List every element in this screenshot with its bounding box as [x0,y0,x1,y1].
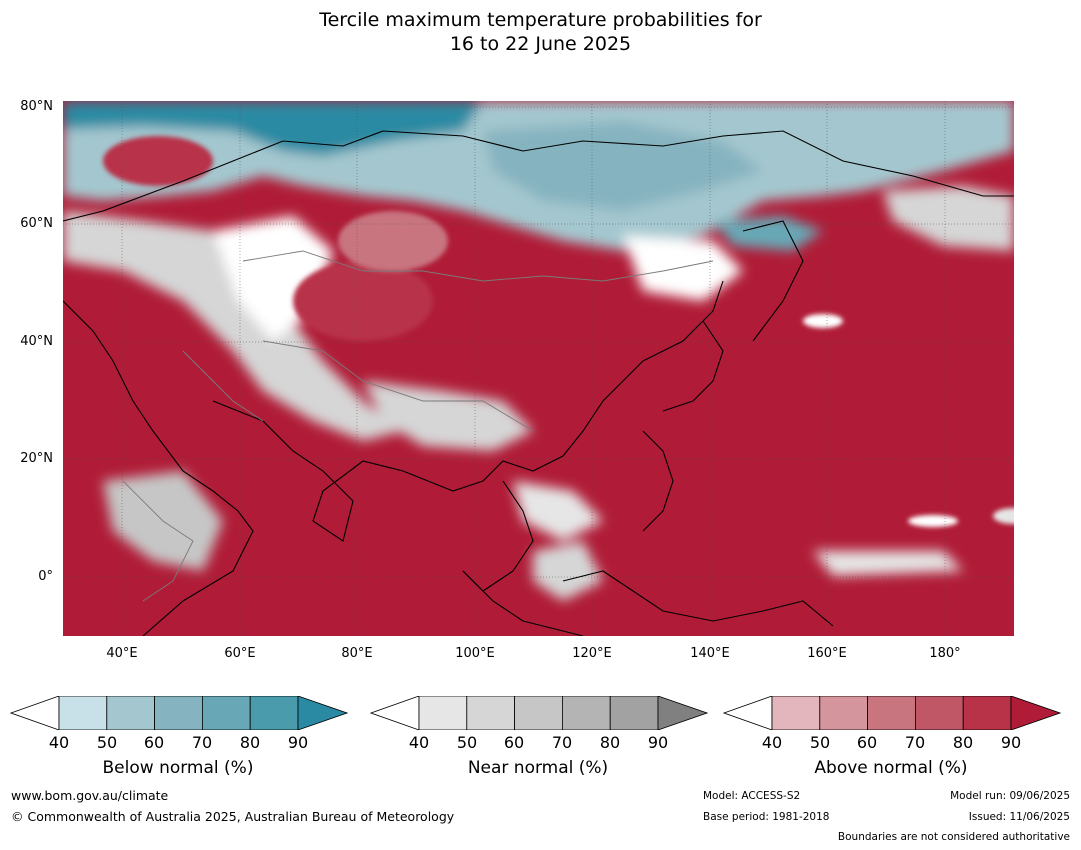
colorbar-segment [609,696,659,730]
central-russia-above-normal [338,211,448,271]
below-tick-80: 80 [239,733,261,752]
scandinavia-above-normal [103,136,213,186]
colorbar-segment [819,696,869,730]
near-tick-90: 90 [647,733,669,752]
near-tick-70: 70 [551,733,573,752]
mongolia-above-normal [293,261,433,341]
above-tick-90: 90 [1000,733,1022,752]
colorbar-under-triangle [723,696,773,730]
model-text: Model: ACCESS-S2 [703,790,801,802]
above-tick-70: 70 [904,733,926,752]
colorbar-segment [914,696,964,730]
colorbar-segment [962,696,1012,730]
below-tick-40: 40 [48,733,70,752]
lon-label-160e: 160°E [807,646,847,661]
colorbar-segment [771,696,821,730]
lat-label-60n: 60°N [20,216,53,231]
colorbar-over-triangle [657,696,708,730]
near-tick-80: 80 [599,733,621,752]
far-east-teal [713,216,823,251]
chart-title-line-2: 16 to 22 June 2025 [449,33,632,55]
lat-label-0: 0° [38,569,53,584]
colorbar-under-triangle [10,696,60,730]
colorbar-segment [58,696,108,730]
colorbar-segment [867,696,916,730]
above-normal-label: Above normal (%) [814,758,968,778]
colorbar-segment [106,696,156,730]
graticule [63,101,1014,636]
arctic-dark-teal [63,101,483,156]
lon-label-60e: 60°E [224,646,256,661]
below-tick-60: 60 [143,733,165,752]
near-normal-label: Near normal (%) [467,758,609,778]
copyright-text: © Commonwealth of Australia 2025, Austra… [11,809,455,824]
colorbar-segment [561,696,611,730]
above-tick-50: 50 [809,733,831,752]
below-tick-90: 90 [287,733,309,752]
mongolia-white [623,236,743,301]
colorbar-segment [466,696,516,730]
lon-label-140e: 140°E [690,646,730,661]
probability-map [63,101,1014,636]
below-tick-50: 50 [96,733,118,752]
colorbar-under-triangle [370,696,420,730]
borneo-near-normal [533,541,603,601]
lon-label-80e: 80°E [341,646,373,661]
coastlines [63,130,1014,636]
near-tick-50: 50 [456,733,478,752]
issued-text: Issued: 11/06/2025 [968,811,1070,823]
colorbar-segment [514,696,563,730]
above-tick-60: 60 [856,733,878,752]
chart-title-line-1: Tercile maximum temperature probabilitie… [319,9,762,31]
pacific-white-patch-2 [993,508,1014,524]
disclaimer-text: Boundaries are not considered authoritat… [837,831,1070,843]
above-tick-40: 40 [761,733,783,752]
tibet-near-normal [363,381,533,451]
below-tick-70: 70 [191,733,213,752]
central-asia-near-normal [63,211,403,441]
near-normal-colorbar [370,696,708,730]
lon-label-120e: 120°E [572,646,612,661]
kamchatka-near-normal [883,186,1014,251]
lon-label-180: 180° [929,646,961,661]
model-run-text: Model run: 09/06/2025 [950,790,1070,802]
colorbar-over-triangle [297,696,348,730]
siberia-teal [483,121,763,211]
okhotsk-white-patch [803,314,843,328]
pacific-white-patch [908,515,958,527]
base-period-text: Base period: 1981-2018 [703,811,830,823]
above-normal-colorbar [723,696,1061,730]
above-tick-80: 80 [952,733,974,752]
lat-label-80n: 80°N [20,99,53,114]
colorbar-segment [249,696,299,730]
near-tick-40: 40 [408,733,430,752]
pacific-near-normal-1 [813,551,963,576]
near-tick-60: 60 [503,733,525,752]
below-normal-colorbar [10,696,348,730]
indochina-near-normal [513,481,603,541]
lat-label-40n: 40°N [20,334,53,349]
lon-label-100e: 100°E [455,646,495,661]
lat-label-20n: 20°N [20,451,53,466]
colorbar-segment [418,696,468,730]
colorbar-segment [154,696,203,730]
colorbar-over-triangle [1010,696,1061,730]
bom-url-link[interactable]: www.bom.gov.au/climate [11,788,169,803]
lon-label-40e: 40°E [106,646,138,661]
below-normal-label: Below normal (%) [102,758,254,778]
country-boundaries [122,250,714,602]
colorbar-segment [201,696,251,730]
